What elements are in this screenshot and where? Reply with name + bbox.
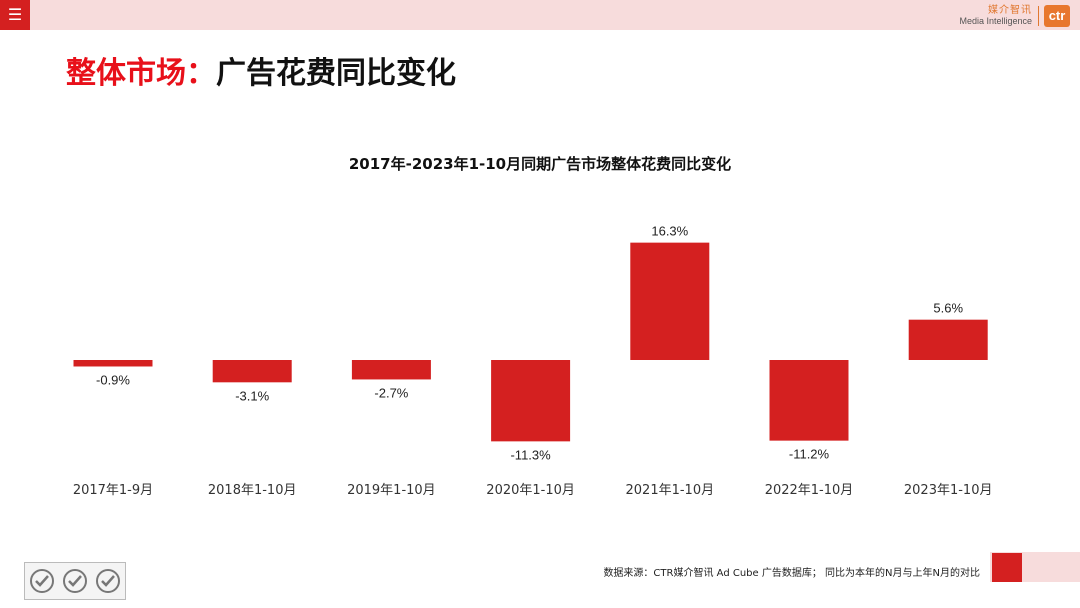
page-title-main: 广告花费同比变化 (216, 56, 456, 91)
data-label: -3.1% (235, 388, 269, 403)
category-label: 2019年1-10月 (347, 483, 436, 498)
bar (212, 360, 292, 383)
certification-badges (24, 562, 126, 600)
sgs-cert-icon (29, 569, 54, 593)
data-source-note: 数据来源：CTR媒介智讯 Ad Cube 广告数据库； 同比为本年的N月与上年N… (603, 568, 980, 579)
logo-en-text: Media Intelligence (959, 16, 1032, 26)
category-label: 2021年1-10月 (626, 483, 715, 498)
data-label: -2.7% (374, 385, 408, 400)
category-label: 2017年1-9月 (73, 483, 153, 498)
ctr-logo-mark: ctr (1044, 5, 1070, 27)
data-label: -11.2% (789, 447, 830, 462)
sgs-cert-icon (62, 569, 87, 593)
category-label: 2023年1-10月 (904, 483, 993, 498)
category-label: 2018年1-10月 (208, 483, 297, 498)
sgs-cert-icon (96, 569, 121, 593)
menu-icon: ☰ (7, 5, 23, 24)
page-title-prefix: 整体市场： (66, 56, 216, 91)
top-bar (0, 0, 1080, 30)
logo-separator (1038, 6, 1039, 26)
ctr-logo: 媒介智讯 Media Intelligence ctr (959, 4, 1070, 28)
page-title: 整体市场：广告花费同比变化 (66, 48, 456, 92)
logo-cn-text: 媒介智讯 (988, 5, 1032, 16)
category-label: 2022年1-10月 (765, 483, 854, 498)
bar (630, 242, 710, 360)
menu-button[interactable]: ☰ (0, 0, 30, 30)
data-label: -0.9% (96, 372, 130, 387)
bar (769, 360, 849, 441)
data-label: -11.3% (510, 447, 551, 462)
data-label: 5.6% (933, 301, 963, 316)
bar (73, 360, 153, 367)
bar (908, 319, 988, 360)
bar (351, 360, 431, 380)
category-label: 2020年1-10月 (486, 483, 575, 498)
chart-title: 2017年-2023年1-10月同期广告市场整体花费同比变化 (348, 155, 732, 173)
footer-accent (992, 553, 1022, 582)
bar (491, 360, 571, 442)
data-label: 16.3% (651, 224, 688, 239)
